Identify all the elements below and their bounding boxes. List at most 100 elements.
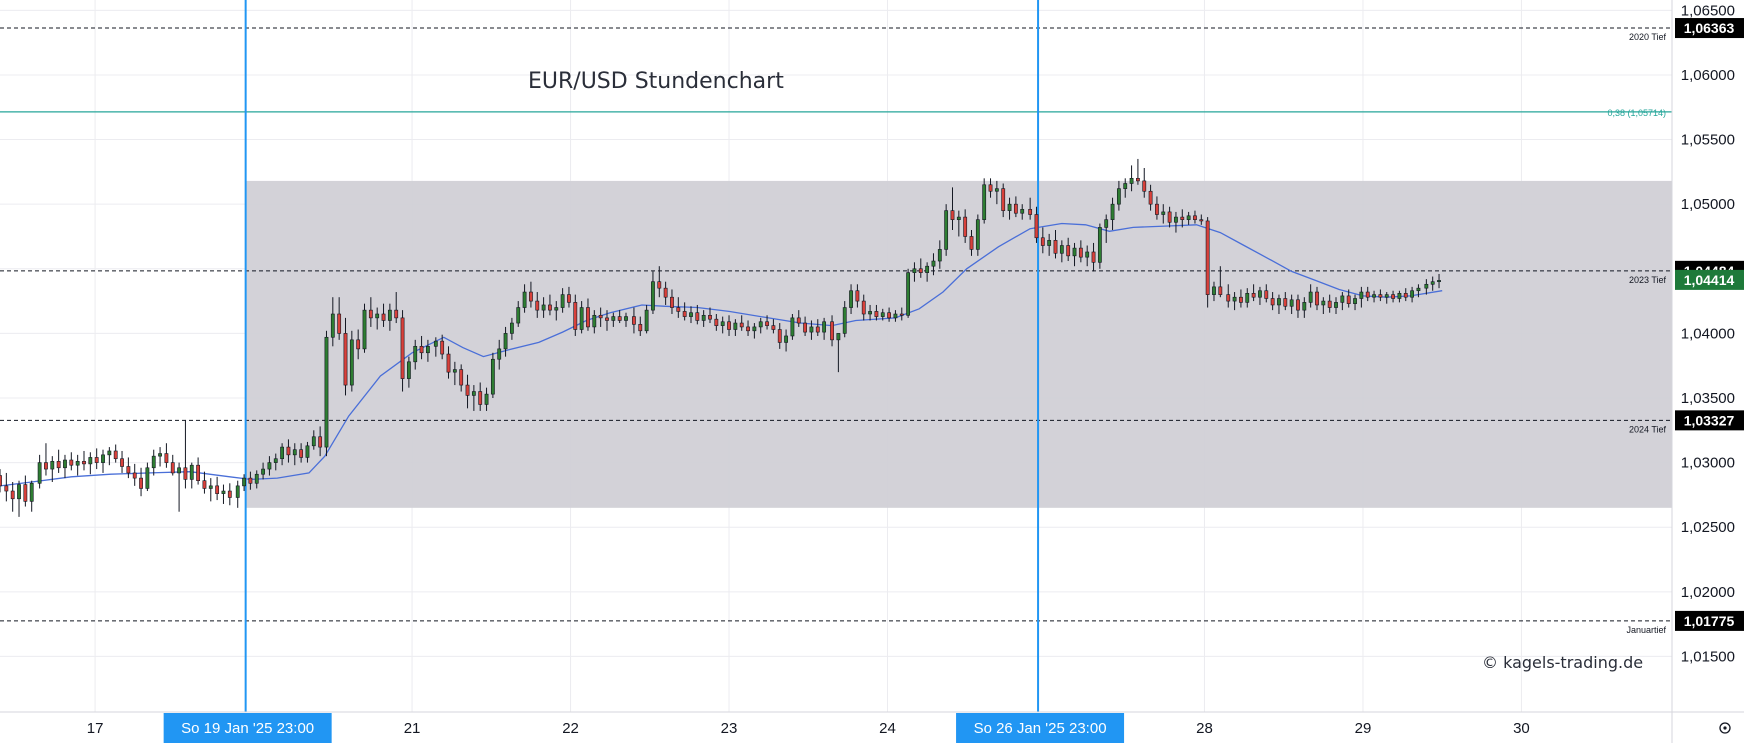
candle bbox=[918, 258, 923, 278]
candle-body bbox=[950, 210, 955, 220]
candle-body bbox=[56, 461, 61, 469]
candle-body bbox=[1001, 188, 1006, 211]
vertical-date-lines bbox=[244, 0, 1040, 712]
candle-body bbox=[1053, 240, 1058, 254]
candle-body bbox=[126, 466, 131, 474]
candle-body bbox=[29, 482, 34, 502]
candle-body bbox=[120, 458, 124, 467]
candle-body bbox=[1167, 211, 1172, 223]
x-tick-label: 23 bbox=[721, 720, 738, 737]
candle-body bbox=[836, 333, 841, 341]
candle bbox=[17, 480, 21, 517]
candle-body bbox=[676, 307, 681, 312]
candle bbox=[113, 444, 118, 463]
y-tick-label: 1,03500 bbox=[1681, 390, 1735, 407]
candle-body bbox=[471, 391, 476, 396]
y-tick-label: 1,02500 bbox=[1681, 519, 1735, 536]
candle-body bbox=[1136, 178, 1140, 182]
candle bbox=[29, 480, 34, 512]
x-tick-label: 17 bbox=[87, 720, 104, 737]
candle-body bbox=[1013, 203, 1018, 214]
candle bbox=[752, 323, 757, 339]
candle bbox=[1148, 184, 1153, 211]
candle bbox=[69, 452, 74, 471]
candle-body bbox=[1359, 291, 1364, 299]
candle-body bbox=[267, 462, 272, 470]
candle bbox=[963, 209, 968, 243]
candle bbox=[23, 475, 28, 507]
candle bbox=[1180, 209, 1185, 228]
candle bbox=[1378, 289, 1383, 302]
candle-body bbox=[887, 312, 891, 319]
candle bbox=[790, 314, 795, 340]
candle bbox=[471, 385, 476, 411]
candle-body bbox=[292, 449, 297, 456]
candle bbox=[529, 281, 533, 308]
candle bbox=[708, 307, 712, 324]
candle bbox=[227, 483, 232, 506]
candle-body bbox=[1097, 227, 1102, 263]
candle-body bbox=[880, 312, 885, 317]
candle bbox=[689, 306, 693, 324]
date-box bbox=[163, 713, 332, 743]
candle-body bbox=[1186, 215, 1191, 220]
candle-body bbox=[0, 475, 2, 487]
candle bbox=[670, 289, 674, 315]
candle-body bbox=[1437, 280, 1441, 282]
candle-body bbox=[657, 281, 662, 289]
candle bbox=[695, 304, 700, 325]
candle bbox=[1346, 289, 1351, 308]
candle bbox=[771, 319, 776, 334]
candle-body bbox=[573, 302, 578, 330]
candle-body bbox=[170, 462, 175, 474]
candle bbox=[880, 308, 885, 321]
candle bbox=[107, 447, 112, 466]
candle-body bbox=[937, 249, 942, 262]
candle-body bbox=[406, 361, 411, 379]
candle bbox=[638, 316, 643, 336]
candle bbox=[1424, 279, 1429, 295]
candle bbox=[1321, 297, 1326, 315]
candle bbox=[676, 297, 681, 318]
candle-body bbox=[196, 464, 201, 481]
candle bbox=[139, 467, 143, 497]
candle-body bbox=[1078, 247, 1083, 258]
settings-icon[interactable] bbox=[1719, 722, 1731, 734]
candle-body bbox=[554, 307, 559, 311]
candle-body bbox=[541, 304, 546, 311]
candle-body bbox=[1430, 281, 1435, 285]
candle bbox=[56, 449, 61, 473]
candle bbox=[925, 262, 930, 282]
candle-body bbox=[349, 339, 354, 386]
candle-body bbox=[632, 316, 636, 325]
candle-body bbox=[988, 184, 993, 192]
candle bbox=[254, 470, 259, 489]
candle-body bbox=[638, 324, 643, 332]
candle bbox=[1155, 196, 1159, 220]
candle-body bbox=[893, 313, 898, 319]
candle-body bbox=[790, 317, 795, 337]
candle-body bbox=[733, 322, 738, 330]
candle bbox=[318, 426, 323, 457]
candle-body bbox=[516, 307, 521, 324]
candle bbox=[1047, 233, 1052, 256]
candle-body bbox=[189, 464, 194, 480]
candle bbox=[944, 204, 949, 256]
candle-body bbox=[1155, 203, 1159, 215]
candle bbox=[586, 298, 590, 331]
candle bbox=[1199, 214, 1204, 225]
candle-body bbox=[4, 485, 9, 492]
candle-body bbox=[343, 333, 348, 386]
candle-body bbox=[1104, 219, 1109, 228]
candle-body bbox=[670, 296, 674, 308]
candle bbox=[874, 304, 879, 321]
candle bbox=[465, 374, 470, 409]
candle bbox=[1034, 206, 1039, 243]
moving-average bbox=[0, 222, 1443, 487]
candle bbox=[356, 329, 361, 360]
candle-body bbox=[586, 307, 590, 328]
candle-body bbox=[1047, 240, 1052, 246]
candle-body bbox=[784, 335, 788, 343]
candle-body bbox=[548, 304, 552, 311]
